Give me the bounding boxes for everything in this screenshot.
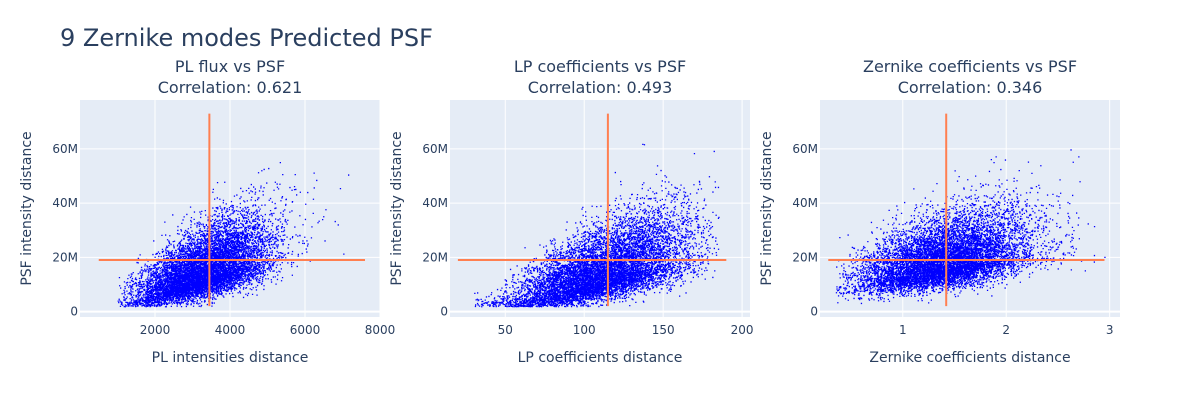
y-tick-label: 40M bbox=[52, 196, 78, 210]
y-axis-title: PSF intensity distance bbox=[389, 131, 405, 285]
x-tick-label: 100 bbox=[573, 323, 596, 337]
y-tick-label: 60M bbox=[792, 142, 818, 156]
figure-title: 9 Zernike modes Predicted PSF bbox=[60, 24, 433, 52]
y-tick-label: 40M bbox=[792, 196, 818, 210]
y-tick-label: 40M bbox=[422, 196, 448, 210]
x-tick-label: 2000 bbox=[140, 323, 171, 337]
x-tick-label: 150 bbox=[652, 323, 675, 337]
subplot-title: PL flux vs PSF bbox=[175, 57, 285, 76]
subplot-correlation: Correlation: 0.493 bbox=[528, 78, 673, 97]
subplot-1: 2000 4000 6000 8000 0 20M 40M 60M PL flux vs PSF… bbox=[19, 57, 395, 366]
subplot-3: 1 2 3 0 20M 40M 60M Zernike coefficients vs PSF… bbox=[759, 57, 1120, 366]
x-tick-label: 200 bbox=[731, 323, 754, 337]
subplot-title: LP coefficients vs PSF bbox=[514, 57, 686, 76]
x-tick-label: 2 bbox=[1002, 323, 1010, 337]
subplot-correlation: Correlation: 0.621 bbox=[158, 78, 303, 97]
y-axis-title: PSF intensity distance bbox=[19, 131, 35, 285]
y-tick-label: 0 bbox=[810, 305, 818, 319]
y-tick-label: 60M bbox=[422, 142, 448, 156]
x-axis-title: PL intensities distance bbox=[152, 350, 309, 366]
x-tick-label: 8000 bbox=[365, 323, 396, 337]
x-axis-title: Zernike coefficients distance bbox=[869, 350, 1070, 366]
x-tick-label: 50 bbox=[498, 323, 513, 337]
plot-area bbox=[820, 100, 1120, 317]
y-tick-label: 20M bbox=[52, 250, 78, 264]
x-axis-title: LP coefficients distance bbox=[518, 350, 683, 366]
subplot-2: 50 100 150 200 0 20M 40M 60M LP coefficients vs … bbox=[389, 57, 754, 366]
x-tick-label: 4000 bbox=[215, 323, 246, 337]
scatter-points bbox=[835, 149, 1106, 305]
x-tick-label: 3 bbox=[1106, 323, 1114, 337]
y-tick-label: 60M bbox=[52, 142, 78, 156]
y-tick-label: 0 bbox=[440, 305, 448, 319]
scatter-points bbox=[474, 143, 720, 308]
x-tick-label: 1 bbox=[899, 323, 907, 337]
y-axis-title: PSF intensity distance bbox=[759, 131, 775, 285]
y-tick-label: 0 bbox=[70, 305, 78, 319]
y-tick-label: 20M bbox=[422, 250, 448, 264]
subplot-correlation: Correlation: 0.346 bbox=[898, 78, 1043, 97]
subplot-title: Zernike coefficients vs PSF bbox=[863, 57, 1077, 76]
scatter-points bbox=[117, 162, 350, 308]
y-tick-label: 20M bbox=[792, 250, 818, 264]
x-tick-label: 6000 bbox=[290, 323, 321, 337]
